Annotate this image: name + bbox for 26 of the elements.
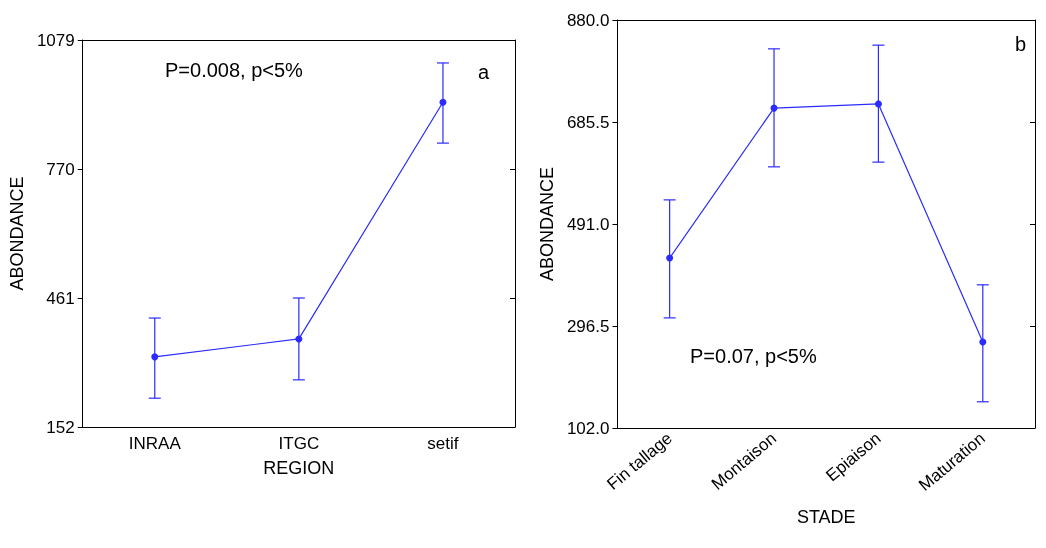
y-tick-label: 491.0 xyxy=(566,214,610,234)
y-tick-label: 461 xyxy=(46,288,75,308)
point xyxy=(439,98,447,106)
point xyxy=(151,353,159,361)
y-tick-label: 296.5 xyxy=(566,316,610,336)
annotation: P=0.008, p<5% xyxy=(165,59,304,81)
y-tick-label: 880.0 xyxy=(566,10,610,30)
point xyxy=(979,338,987,346)
x-tick-label: setif xyxy=(427,434,459,453)
annotation: a xyxy=(478,61,490,83)
y-tick-label: 770 xyxy=(46,159,75,179)
x-axis-title: STADE xyxy=(796,507,856,527)
point xyxy=(666,254,674,262)
annotation: P=0.07, p<5% xyxy=(690,345,817,367)
x-tick-label: INRAA xyxy=(128,434,182,453)
annotation: b xyxy=(1015,33,1027,55)
x-tick-label: ITGC xyxy=(278,434,320,453)
y-axis-title: ABONDANCE xyxy=(537,166,557,282)
y-tick-label: 685.5 xyxy=(566,112,610,132)
point xyxy=(874,100,882,108)
y-tick-label: 152 xyxy=(46,417,75,437)
y-tick-label: 102.0 xyxy=(566,418,610,438)
x-axis-title: REGION xyxy=(263,458,335,478)
y-axis-title: ABONDANCE xyxy=(7,176,27,291)
point xyxy=(295,335,303,343)
y-tick-label: 1079 xyxy=(36,30,75,50)
